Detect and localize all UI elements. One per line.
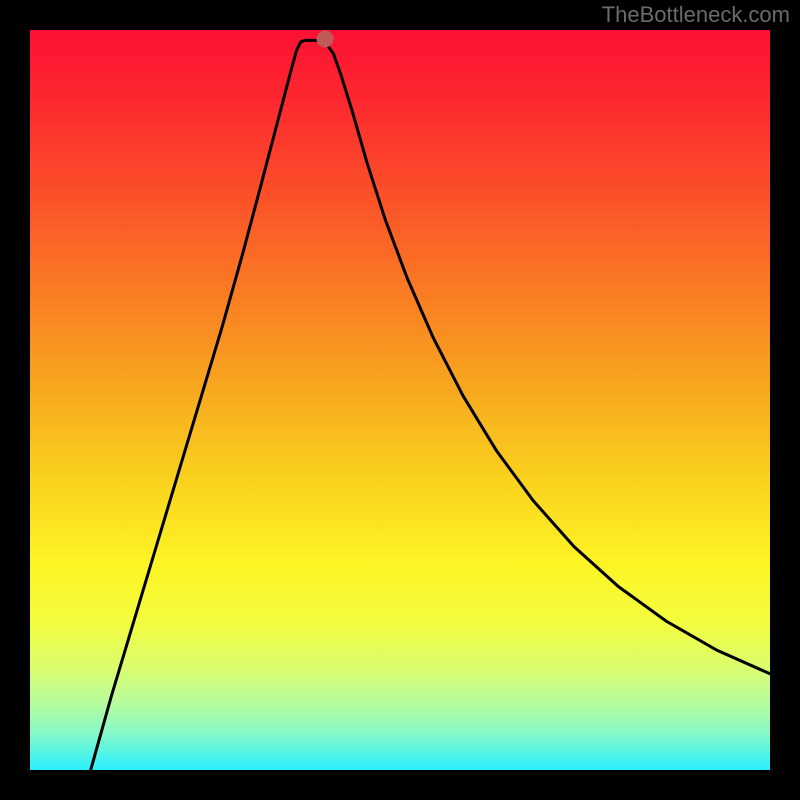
minimum-marker xyxy=(316,31,333,48)
bottleneck-curve xyxy=(91,40,770,770)
watermark-text: TheBottleneck.com xyxy=(602,2,790,28)
plot-area xyxy=(30,30,770,770)
curve-layer xyxy=(30,30,770,770)
